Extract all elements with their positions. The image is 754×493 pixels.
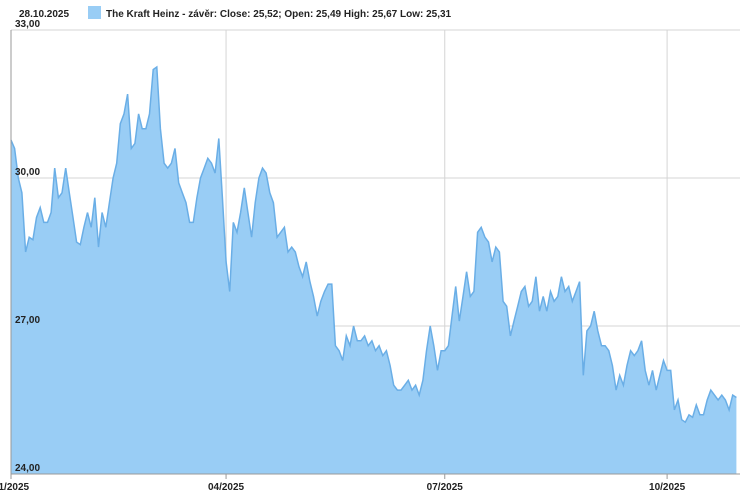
y-tick-label: 24,00 xyxy=(15,463,40,474)
y-tick-label: 30,00 xyxy=(15,167,40,178)
x-tick-label: 04/2025 xyxy=(208,482,245,493)
x-tick-label: 01/2025 xyxy=(0,482,30,493)
x-tick-label: 10/2025 xyxy=(649,482,686,493)
y-tick-label: 33,00 xyxy=(15,19,40,30)
x-tick-label: 07/2025 xyxy=(427,482,464,493)
area-line xyxy=(10,65,737,424)
legend-text: The Kraft Heinz - závěr: Close: 25,52; O… xyxy=(106,9,452,20)
legend-swatch xyxy=(88,6,101,19)
date-label: 28.10.2025 xyxy=(19,9,69,20)
area-fill xyxy=(11,67,737,474)
y-tick-label: 27,00 xyxy=(15,315,40,326)
